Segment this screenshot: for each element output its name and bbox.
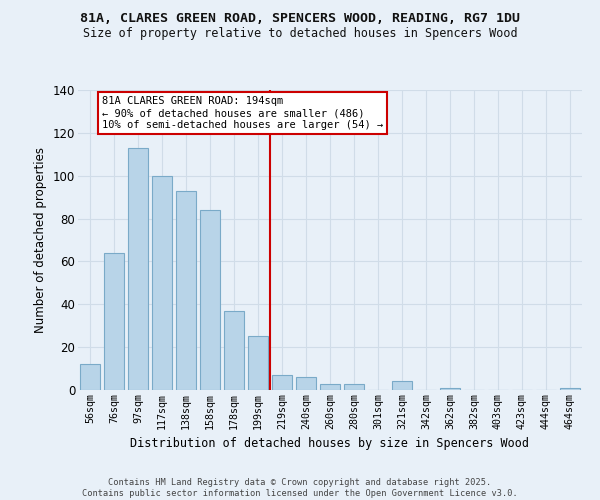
Bar — [104, 253, 124, 390]
Bar — [560, 388, 580, 390]
Bar — [392, 382, 412, 390]
Bar — [440, 388, 460, 390]
Bar — [176, 190, 196, 390]
Bar — [80, 364, 100, 390]
Bar — [296, 377, 316, 390]
Bar — [248, 336, 268, 390]
Text: 81A, CLARES GREEN ROAD, SPENCERS WOOD, READING, RG7 1DU: 81A, CLARES GREEN ROAD, SPENCERS WOOD, R… — [80, 12, 520, 26]
Bar — [152, 176, 172, 390]
Bar — [320, 384, 340, 390]
Text: Size of property relative to detached houses in Spencers Wood: Size of property relative to detached ho… — [83, 28, 517, 40]
Bar — [224, 310, 244, 390]
X-axis label: Distribution of detached houses by size in Spencers Wood: Distribution of detached houses by size … — [131, 437, 530, 450]
Text: 81A CLARES GREEN ROAD: 194sqm
← 90% of detached houses are smaller (486)
10% of : 81A CLARES GREEN ROAD: 194sqm ← 90% of d… — [102, 96, 383, 130]
Bar — [272, 375, 292, 390]
Text: Contains HM Land Registry data © Crown copyright and database right 2025.
Contai: Contains HM Land Registry data © Crown c… — [82, 478, 518, 498]
Bar — [200, 210, 220, 390]
Bar — [344, 384, 364, 390]
Bar — [128, 148, 148, 390]
Y-axis label: Number of detached properties: Number of detached properties — [34, 147, 47, 333]
